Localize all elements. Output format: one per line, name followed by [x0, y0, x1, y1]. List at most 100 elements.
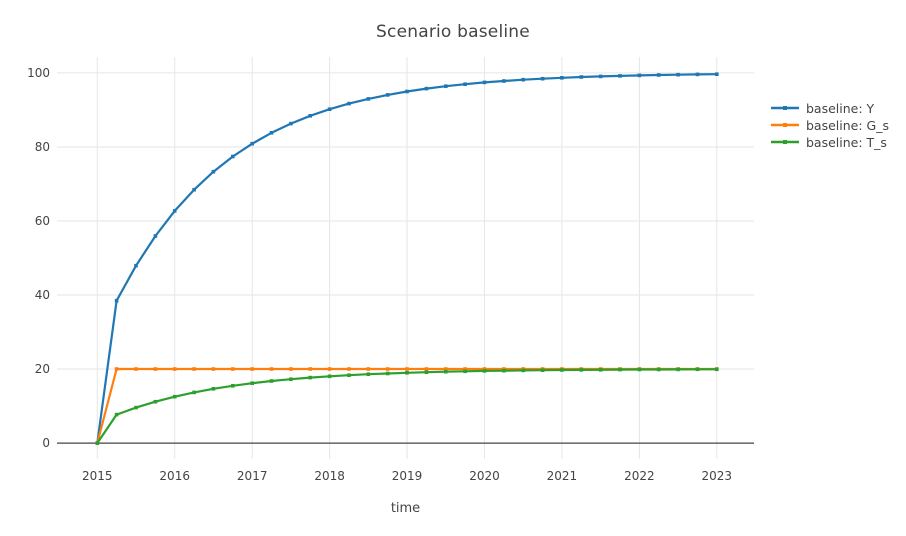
data-point-marker	[327, 107, 332, 111]
data-point-marker	[347, 373, 351, 377]
data-point-marker	[347, 367, 351, 371]
data-point-marker	[405, 89, 409, 94]
data-point-marker	[192, 390, 196, 395]
data-point-marker	[676, 367, 680, 372]
data-point-marker	[444, 84, 448, 88]
legend-label: baseline: G_s	[806, 117, 889, 133]
data-point-marker	[444, 369, 448, 374]
data-point-marker	[424, 367, 429, 371]
y-tick-label: 60	[35, 214, 50, 228]
data-point-marker	[250, 141, 254, 146]
data-point-marker	[308, 114, 312, 118]
data-point-marker	[172, 209, 177, 213]
y-tick-label: 100	[27, 66, 50, 80]
data-point-marker	[308, 375, 312, 380]
data-point-marker	[405, 367, 409, 371]
data-point-marker	[153, 399, 158, 404]
data-point-marker	[540, 76, 545, 81]
data-point-marker	[172, 394, 177, 399]
data-point-marker	[637, 367, 642, 372]
x-tick-label: 2022	[624, 469, 655, 483]
data-point-marker	[695, 367, 700, 372]
data-point-marker	[289, 377, 293, 381]
data-point-marker	[231, 154, 235, 159]
data-point-marker	[269, 131, 274, 135]
data-point-marker	[715, 72, 719, 76]
data-point-marker	[327, 367, 332, 371]
x-tick-label: 2015	[82, 469, 113, 483]
data-point-marker	[598, 368, 603, 372]
data-point-marker	[134, 405, 138, 410]
data-point-marker	[347, 101, 351, 106]
legend-line-sample-icon	[771, 106, 799, 110]
data-point-marker	[366, 372, 371, 376]
data-point-marker	[153, 234, 158, 238]
data-point-marker	[521, 77, 525, 82]
x-tick-label: 2020	[469, 469, 500, 483]
data-point-marker	[482, 80, 487, 85]
data-point-marker	[95, 441, 100, 445]
x-tick-label: 2019	[392, 469, 423, 483]
y-tick-label: 40	[35, 288, 50, 302]
data-point-marker	[134, 263, 138, 268]
data-point-marker	[579, 75, 584, 79]
data-point-marker	[618, 74, 622, 78]
data-point-marker	[405, 371, 409, 375]
data-point-marker	[385, 371, 390, 376]
tick-labels: 2015 2016 2017 2018 2019 2020 2021 2022 2023 0 20 4…	[27, 66, 732, 483]
data-point-marker	[444, 367, 448, 371]
data-point-marker	[540, 368, 545, 372]
data-point-marker	[153, 367, 158, 371]
data-point-marker	[366, 367, 371, 371]
data-point-marker	[269, 379, 274, 383]
data-point-marker	[560, 76, 564, 80]
y-tick-label: 0	[42, 436, 50, 450]
data-point-marker	[598, 74, 603, 79]
data-point-marker	[192, 187, 196, 192]
data-point-marker	[676, 72, 680, 77]
data-point-marker	[211, 169, 216, 174]
data-point-marker	[269, 367, 274, 371]
legend-label: baseline: T_s	[806, 134, 887, 150]
legend-item-baseline-g-s[interactable]: baseline: G_s	[771, 117, 889, 133]
data-point-marker	[579, 368, 584, 372]
data-point-marker	[250, 367, 254, 371]
legend-line-sample-icon	[771, 140, 799, 144]
x-tick-label: 2017	[237, 469, 268, 483]
data-point-marker	[289, 367, 293, 371]
data-point-marker	[463, 367, 467, 371]
legend-label: baseline: Y	[806, 100, 875, 116]
data-point-marker	[114, 298, 119, 303]
data-point-marker	[637, 73, 642, 78]
x-axis-title: time	[390, 501, 421, 516]
data-point-marker	[463, 369, 467, 374]
data-point-marker	[327, 374, 332, 379]
chart-title: Scenario baseline	[376, 22, 530, 42]
x-tick-label: 2021	[547, 469, 578, 483]
data-point-marker	[463, 82, 467, 86]
data-point-marker	[424, 86, 429, 91]
data-point-marker	[289, 121, 293, 126]
data-point-marker	[424, 370, 429, 374]
data-point-marker	[482, 367, 487, 371]
legend-line-sample-icon	[771, 123, 799, 127]
data-point-marker	[211, 367, 216, 371]
gridlines	[57, 57, 754, 459]
legend-item-baseline-t-s[interactable]: baseline: T_s	[771, 134, 889, 150]
x-tick-label: 2023	[702, 469, 733, 483]
data-point-marker	[656, 367, 661, 372]
data-point-marker	[656, 73, 661, 77]
data-point-marker	[366, 97, 371, 101]
data-point-marker	[114, 412, 119, 417]
data-point-marker	[385, 367, 390, 371]
data-point-marker	[695, 72, 700, 77]
legend-item-baseline-y[interactable]: baseline: Y	[771, 100, 889, 116]
data-point-marker	[250, 381, 254, 385]
data-point-marker	[172, 367, 177, 371]
data-point-marker	[482, 369, 487, 373]
data-point-marker	[192, 367, 196, 371]
data-point-marker	[308, 367, 312, 371]
